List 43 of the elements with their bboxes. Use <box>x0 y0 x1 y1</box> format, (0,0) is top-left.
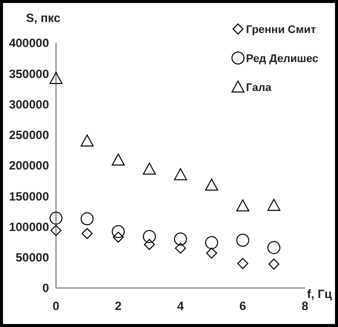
point <box>112 232 124 243</box>
point <box>174 168 187 180</box>
y-tick-label: 0 <box>42 281 50 296</box>
point <box>174 232 187 246</box>
point <box>80 134 94 146</box>
point <box>112 153 125 166</box>
point <box>112 225 125 238</box>
legend-label: Гренни Смит <box>246 24 317 36</box>
point <box>268 258 280 270</box>
y-tick-label: 300000 <box>8 97 50 112</box>
point <box>206 248 218 259</box>
point <box>236 234 250 247</box>
x-tick-label: 4 <box>177 299 184 313</box>
point <box>237 258 248 269</box>
y-tick-label: 50000 <box>16 250 50 265</box>
point <box>205 178 218 191</box>
point <box>50 212 62 225</box>
x-tick-label: 2 <box>114 299 122 313</box>
point <box>142 162 156 175</box>
point <box>205 236 218 250</box>
y-tick-label: 250000 <box>8 128 50 142</box>
point <box>267 241 280 254</box>
y-axis-title: S, пкс <box>26 11 61 25</box>
y-tick-label: 350000 <box>8 66 50 81</box>
point <box>144 239 155 250</box>
point <box>50 72 62 84</box>
y-tick-label: 200000 <box>8 158 50 173</box>
legend-label: Гала <box>246 82 272 94</box>
x-axis-title: f, Гц <box>307 287 332 301</box>
point <box>267 198 280 211</box>
y-tick-label: 400000 <box>8 36 50 50</box>
point <box>236 199 250 212</box>
point <box>80 212 94 226</box>
y-tick-label: 100000 <box>8 220 50 234</box>
point <box>82 228 93 239</box>
point <box>175 242 186 254</box>
y-tick-label: 150000 <box>8 189 50 204</box>
point <box>142 230 156 244</box>
point <box>50 224 62 236</box>
x-tick-label: 8 <box>302 299 309 313</box>
x-tick-label: 0 <box>52 299 60 313</box>
x-tick-label: 6 <box>239 299 246 313</box>
legend-label: Ред Делишес <box>246 52 318 65</box>
